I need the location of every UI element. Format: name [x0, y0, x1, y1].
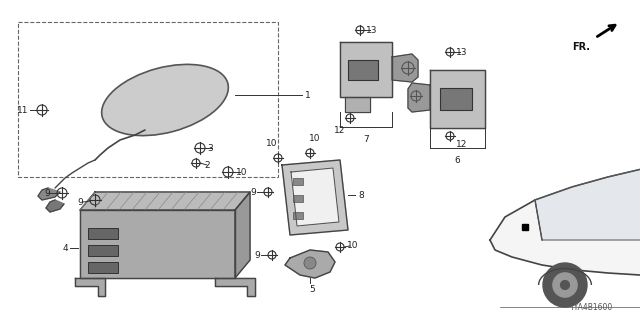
Polygon shape	[80, 192, 250, 210]
Polygon shape	[430, 70, 485, 128]
Bar	[88, 245, 118, 256]
Polygon shape	[408, 83, 430, 112]
Circle shape	[304, 257, 316, 269]
Polygon shape	[291, 168, 339, 226]
Text: 2: 2	[204, 161, 210, 170]
Text: 13: 13	[366, 26, 378, 35]
Text: 5: 5	[309, 285, 315, 294]
Polygon shape	[38, 188, 60, 200]
Polygon shape	[490, 163, 640, 275]
Polygon shape	[215, 278, 255, 296]
Text: 9: 9	[254, 251, 260, 260]
Ellipse shape	[102, 64, 228, 136]
Circle shape	[561, 281, 570, 289]
Text: 10: 10	[309, 134, 321, 143]
Polygon shape	[285, 250, 335, 278]
Bar	[88, 228, 118, 239]
Bar	[440, 88, 472, 110]
Text: 10: 10	[266, 139, 278, 148]
Bar	[88, 262, 118, 273]
Polygon shape	[340, 42, 392, 97]
Text: 9: 9	[44, 188, 50, 197]
Text: 10: 10	[236, 167, 248, 177]
Polygon shape	[345, 97, 370, 112]
Polygon shape	[282, 160, 348, 235]
Bar	[348, 60, 378, 80]
Polygon shape	[235, 192, 250, 278]
Polygon shape	[392, 54, 418, 82]
Text: 9: 9	[250, 188, 256, 196]
Text: FR.: FR.	[572, 42, 590, 52]
Polygon shape	[80, 210, 235, 278]
Text: 4: 4	[62, 244, 68, 252]
Polygon shape	[75, 278, 105, 296]
Text: 12: 12	[456, 140, 467, 149]
Text: 3: 3	[207, 143, 212, 153]
Text: 12: 12	[334, 126, 346, 135]
Text: 1: 1	[305, 91, 311, 100]
Text: 9: 9	[77, 197, 83, 206]
Text: 6: 6	[454, 156, 460, 165]
Text: 8: 8	[358, 190, 364, 199]
Bar	[293, 178, 303, 185]
Bar	[293, 212, 303, 219]
Circle shape	[553, 273, 577, 297]
Bar	[18, 22, 278, 177]
Bar	[293, 195, 303, 202]
Text: 10: 10	[347, 241, 358, 250]
Circle shape	[543, 263, 587, 307]
Text: 11: 11	[17, 106, 28, 115]
Text: 13: 13	[456, 47, 467, 57]
Polygon shape	[46, 200, 64, 212]
Text: TYA4B1600: TYA4B1600	[570, 303, 613, 312]
Polygon shape	[535, 169, 640, 240]
Text: 7: 7	[363, 135, 369, 144]
